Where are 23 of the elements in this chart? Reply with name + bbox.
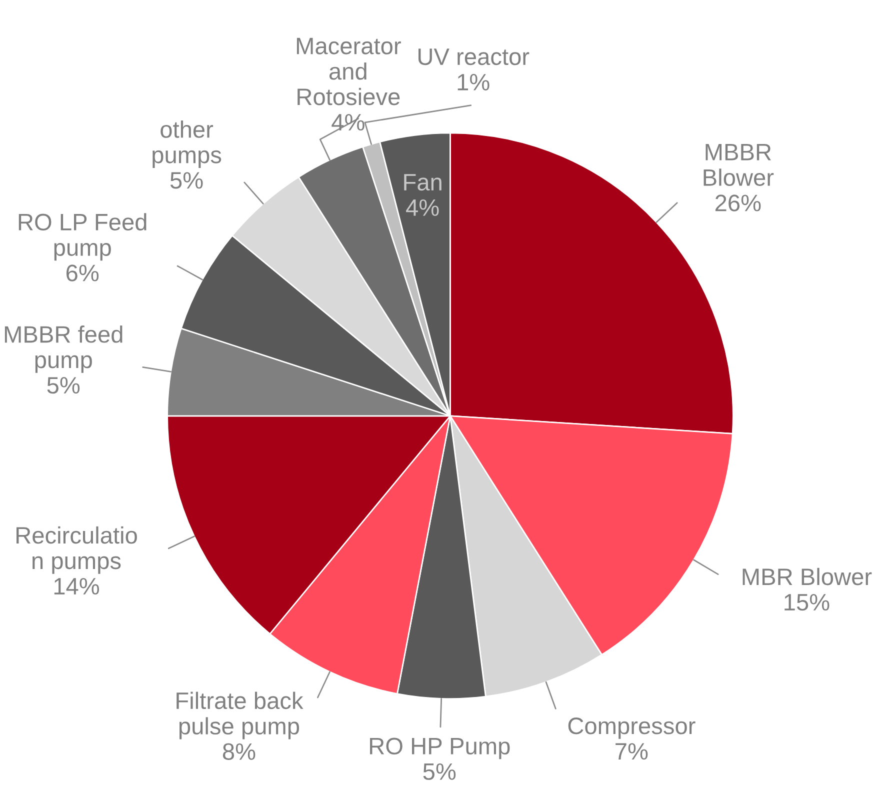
data-label: 15% bbox=[784, 594, 830, 611]
slice-label: MBBR feed pump bbox=[4, 325, 122, 373]
slice-label: RO HP Pump bbox=[370, 738, 510, 760]
slice-label: MBBR Blower bbox=[704, 144, 774, 186]
data-label: 1% bbox=[458, 74, 490, 90]
slice-label: Compressor bbox=[568, 718, 696, 739]
slice-label: RO LP Feed pump bbox=[18, 213, 146, 261]
slice-label: Macerator and Rotosieve bbox=[296, 38, 401, 106]
data-label: 7% bbox=[616, 743, 648, 760]
data-label: 26% bbox=[715, 194, 761, 212]
slice-label: Recirculatio n pumps bbox=[16, 526, 137, 574]
data-label: 5% bbox=[423, 763, 456, 780]
data-label: 8% bbox=[222, 743, 256, 760]
slice-label: MBR Blower bbox=[742, 568, 872, 586]
data-label: 4% bbox=[406, 199, 439, 216]
data-label: 6% bbox=[66, 264, 99, 282]
slice-label: UV reactor bbox=[418, 48, 530, 66]
slice-label: Fan bbox=[404, 174, 442, 191]
slice-label: other pumps bbox=[152, 120, 222, 168]
data-label: 14% bbox=[54, 578, 100, 595]
data-label: 5% bbox=[170, 172, 203, 189]
data-label: 5% bbox=[47, 377, 80, 394]
slice-label: Filtrate back pulse pump bbox=[176, 692, 304, 740]
